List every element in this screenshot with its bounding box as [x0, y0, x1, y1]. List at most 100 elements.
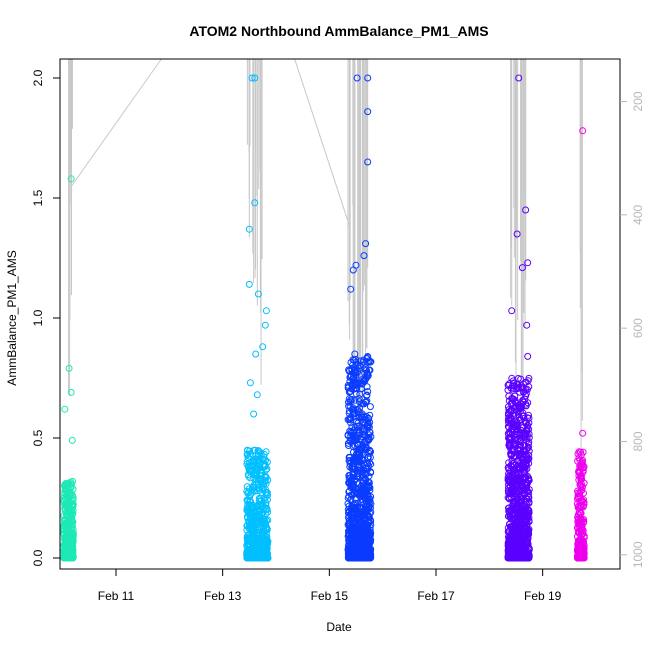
data-point — [509, 386, 517, 394]
right-tick-label: 200 — [631, 91, 645, 111]
data-point — [509, 489, 517, 497]
data-point — [345, 517, 353, 525]
data-point — [361, 488, 369, 496]
outlier-point — [362, 240, 370, 248]
data-point — [508, 395, 516, 402]
x-tick-label: Feb 17 — [417, 589, 455, 603]
outlier-point — [252, 350, 260, 358]
data-point — [250, 538, 258, 546]
data-point — [360, 428, 368, 436]
data-point — [60, 553, 68, 561]
data-point — [504, 403, 512, 411]
data-point — [347, 496, 355, 504]
data-point — [366, 538, 374, 546]
data-point — [349, 509, 357, 517]
data-point — [251, 553, 259, 561]
outlier-point — [261, 321, 269, 329]
data-point — [366, 484, 374, 492]
series-2 — [344, 74, 375, 562]
data-point — [68, 554, 76, 562]
chart-title: ATOM2 Northbound AmmBalance_PM1_AMS — [189, 23, 488, 39]
outlier-point — [360, 252, 368, 260]
data-point — [261, 463, 269, 471]
data-point — [264, 496, 271, 504]
data-point — [359, 424, 367, 432]
y-tick-label: 0.0 — [31, 549, 45, 566]
data-point — [580, 534, 588, 542]
data-point — [366, 446, 374, 454]
data-point — [255, 456, 263, 464]
data-point — [504, 464, 512, 471]
data-point — [525, 430, 533, 438]
data-point — [364, 525, 372, 533]
right-series-connector-0 — [70, 58, 162, 187]
data-point — [576, 462, 584, 470]
data-point — [262, 480, 270, 488]
outlier-point — [67, 175, 75, 183]
data-point — [246, 452, 254, 460]
data-point — [577, 481, 584, 489]
right-tick-label: 400 — [631, 205, 645, 225]
outlier-point — [523, 321, 531, 329]
outlier-point — [364, 158, 372, 166]
right-series-connector-1 — [294, 58, 351, 227]
data-point — [505, 414, 513, 422]
data-point — [518, 384, 526, 392]
data-point — [507, 384, 515, 392]
data-point — [345, 480, 353, 487]
data-point — [520, 506, 528, 514]
data-point — [517, 539, 525, 547]
data-point — [358, 529, 366, 537]
series-0 — [60, 175, 77, 562]
data-point — [356, 404, 363, 412]
data-point — [580, 498, 588, 506]
data-point — [522, 460, 530, 468]
data-point — [516, 477, 524, 485]
data-point — [579, 543, 587, 550]
data-point — [365, 543, 373, 551]
outlier-point — [65, 364, 73, 372]
data-point — [244, 447, 252, 455]
data-point — [243, 487, 251, 495]
data-point — [519, 412, 527, 420]
data-point — [580, 516, 588, 523]
data-point — [524, 488, 532, 496]
data-point — [509, 478, 517, 485]
y-tick-label: 1.0 — [31, 309, 45, 326]
data-point — [255, 479, 262, 487]
data-point — [250, 458, 258, 466]
data-point — [521, 429, 528, 437]
data-point — [505, 494, 513, 502]
outlier-point — [513, 230, 521, 238]
outlier-point — [262, 307, 270, 315]
data-point — [246, 515, 254, 523]
outlier-point — [364, 74, 372, 82]
outlier-point — [248, 74, 256, 82]
data-point — [349, 473, 357, 481]
data-point — [348, 480, 356, 488]
data-point — [521, 395, 529, 403]
data-point — [251, 456, 258, 464]
data-point — [352, 371, 360, 379]
data-point — [580, 479, 588, 487]
data-point — [521, 546, 529, 553]
data-point — [579, 448, 587, 456]
data-point — [247, 503, 255, 511]
data-point — [263, 505, 271, 513]
data-point — [350, 379, 358, 387]
data-point — [357, 530, 365, 538]
data-point — [345, 407, 353, 415]
data-point — [344, 431, 352, 439]
data-point — [514, 531, 522, 539]
data-point — [350, 408, 358, 416]
data-point — [512, 399, 520, 407]
outlier-point — [522, 206, 530, 214]
data-point — [574, 489, 582, 497]
data-point — [365, 478, 373, 486]
data-point — [345, 487, 353, 495]
data-point — [255, 511, 263, 519]
outlier-point — [251, 199, 259, 207]
series-3 — [504, 74, 533, 562]
data-point — [344, 532, 352, 540]
